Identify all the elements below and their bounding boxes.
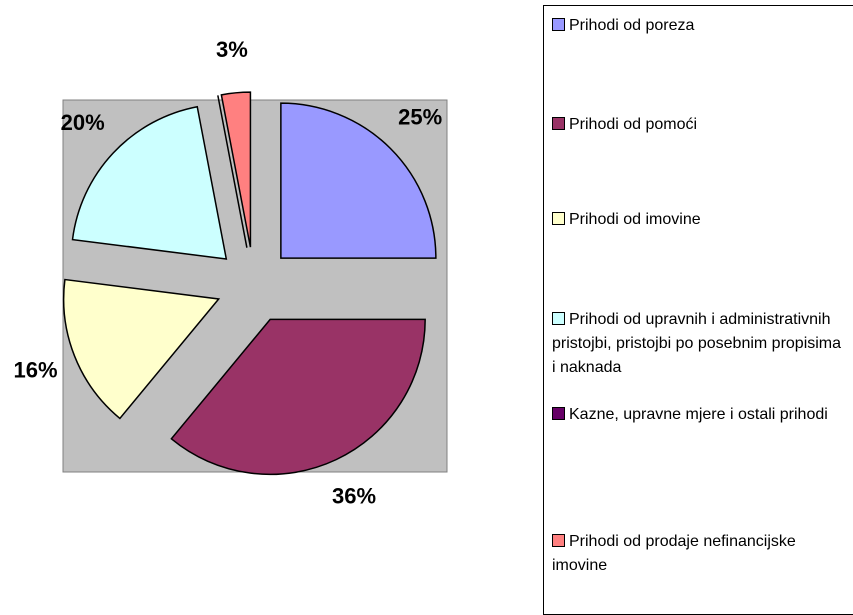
pie-slice xyxy=(62,278,221,420)
data-label: 25% xyxy=(398,105,442,130)
data-label: 16% xyxy=(13,357,57,382)
legend-swatch xyxy=(552,534,565,547)
data-label: 36% xyxy=(332,483,376,508)
legend-label: Prihodi od poreza xyxy=(569,17,695,34)
pie-slice xyxy=(220,91,252,248)
legend: Prihodi od poreza Prihodi od pomoći Prihod… xyxy=(543,5,853,615)
legend-entry: Prihodi od poreza xyxy=(552,14,847,38)
legend-label: Prihodi od pomoći xyxy=(569,116,698,133)
legend-entry: Kazne, upravne mjere i ostali prihodi xyxy=(552,403,847,427)
legend-label: Prihodi od upravnih i administrativnih p… xyxy=(552,311,842,376)
legend-entry: Prihodi od upravnih i administrativnih p… xyxy=(552,308,847,380)
pie-slice xyxy=(71,105,228,260)
legend-entry: Prihodi od pomoći xyxy=(552,113,847,137)
legend-entry: Prihodi od prodaje nefinancijske imovine xyxy=(552,530,847,578)
pie-slice xyxy=(170,318,426,476)
legend-entry: Prihodi od imovine xyxy=(552,208,847,232)
legend-label: Prihodi od prodaje nefinancijske imovine xyxy=(552,533,796,574)
legend-label: Prihodi od imovine xyxy=(569,211,701,228)
pie-slice xyxy=(280,102,437,259)
legend-swatch xyxy=(552,407,565,420)
data-label: 20% xyxy=(61,110,105,135)
chart: 25% 36% 16% 20% 3% xyxy=(13,37,448,508)
legend-label: Kazne, upravne mjere i ostali prihodi xyxy=(569,406,828,423)
legend-swatch xyxy=(552,117,565,130)
legend-swatch xyxy=(552,18,565,31)
legend-swatch xyxy=(552,212,565,225)
legend-swatch xyxy=(552,312,565,325)
data-label: 3% xyxy=(216,37,248,62)
